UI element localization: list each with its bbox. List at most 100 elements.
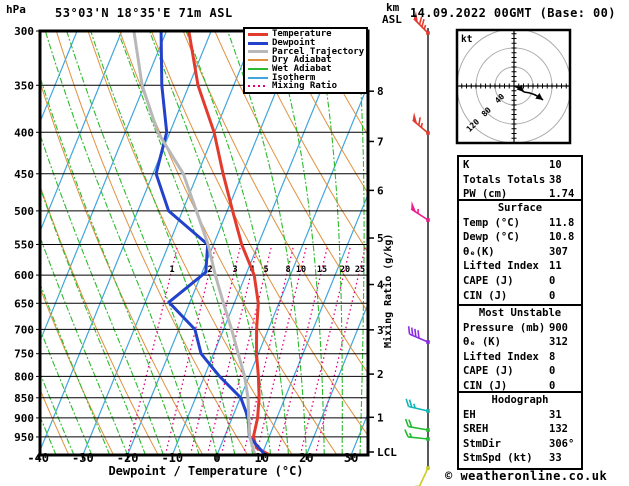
km-tick-label: 8 — [377, 85, 384, 98]
stat-row: K 10 — [459, 158, 581, 173]
wet-adiabat-line — [185, 31, 290, 455]
pressure-tick-label: 450 — [14, 168, 34, 181]
wind-barb-column — [404, 11, 430, 486]
hodograph-panel: Hodograph EH 31 SREH 132 StmDir 306° StmSpd (k… — [457, 391, 583, 470]
km-tick-label: 5 — [377, 232, 384, 245]
pressure-tick-label: 750 — [14, 348, 34, 361]
plot-border — [38, 29, 370, 457]
pressure-tick-label: 650 — [14, 297, 34, 310]
dry-adiabat-line — [309, 31, 368, 137]
pressure-tick-label: 550 — [14, 238, 34, 251]
legend-swatch — [248, 41, 268, 45]
dry-adiabat-line — [55, 31, 249, 455]
stat-label: θₑ (K) — [463, 336, 501, 349]
wet-adiabat-line — [227, 31, 307, 455]
wet-adiabat-line — [44, 31, 200, 455]
legend-entry: Parcel Trajectory — [248, 47, 366, 57]
temp-tick-label: 30 — [344, 451, 358, 465]
mixing-ratio-value-label: 5 — [263, 265, 268, 275]
stat-label: Dewp (°C) — [463, 231, 520, 244]
legend-label: Isotherm — [272, 72, 316, 83]
stat-value: 10 — [549, 159, 562, 171]
wet-adiabat-line — [148, 31, 272, 455]
mixing-ratio-value-label: 1 — [169, 265, 174, 275]
stat-label: K — [463, 159, 470, 171]
mixing-ratio-value-label: 20 — [340, 265, 350, 275]
stat-value: 10.8 — [549, 231, 575, 244]
stat-value: 0 — [549, 365, 556, 378]
stat-row: StmDir 306° — [459, 437, 581, 452]
dry-adiabat-line — [40, 184, 159, 455]
stat-row: StmSpd (kt) 33 — [459, 451, 581, 466]
stat-row: Temp (°C) 11.8 — [459, 216, 581, 231]
pressure-tick-label: 850 — [14, 392, 34, 405]
hodograph-border — [455, 28, 572, 145]
temp-tick-label: 0 — [213, 451, 220, 465]
isotherm-line — [171, 31, 346, 455]
isotherm-line — [40, 31, 212, 453]
station-title: 53°03'N 18°35'E 71m ASL — [55, 6, 233, 20]
wind-barb — [412, 112, 430, 135]
stat-value: 132 — [549, 423, 568, 436]
hodograph-arrowhead — [516, 84, 524, 92]
stat-value: 31 — [549, 408, 562, 421]
mixing-ratio-value-label: 25 — [355, 265, 365, 275]
hodograph-panel-title: Hodograph — [491, 394, 549, 406]
stat-label: Totals Totals — [463, 173, 546, 186]
copyright-credit: © weatheronline.co.uk — [445, 469, 608, 483]
wet-adiabat-line — [40, 75, 182, 455]
legend-label: Temperature — [272, 29, 332, 40]
temp-tick-label: 20 — [299, 451, 313, 465]
pressure-tick-label: 300 — [14, 25, 34, 38]
stat-label: CIN (J) — [463, 379, 508, 392]
dry-adiabat-line — [595, 31, 629, 455]
wind-barb — [404, 429, 430, 441]
legend-label: Wet Adiabat — [272, 64, 332, 75]
km-tick-label: 6 — [377, 184, 384, 197]
stat-value: 33 — [549, 452, 562, 465]
dry-adiabat-line — [246, 31, 368, 254]
isotherm-line — [40, 31, 168, 343]
temp-tick-label: -20 — [117, 451, 139, 465]
stat-row: Lifted Index 8 — [459, 350, 581, 365]
mixing-ratio-line — [276, 246, 328, 455]
pressure-axis-unit: hPa — [6, 3, 26, 16]
legend-label: Dewpoint — [272, 38, 316, 49]
legend-swatch — [248, 32, 268, 36]
stat-row: CIN (J) 0 — [459, 289, 581, 304]
legend-entry: Wet Adiabat — [248, 64, 366, 75]
wet-adiabat-line — [271, 31, 325, 455]
isotherm-line — [40, 31, 123, 234]
stat-value: 0 — [549, 379, 556, 392]
stat-row: Lifted Index 11 — [459, 259, 581, 274]
dry-adiabat-line — [119, 31, 338, 455]
mixing-ratio-axis-label: Mixing Ratio (g/kg) — [383, 233, 394, 348]
stat-label: Pressure (mb) — [463, 321, 546, 334]
mixing-ratio-value-label: 8 — [285, 265, 290, 275]
stat-label: Temp (°C) — [463, 216, 520, 229]
stat-label: Lifted Index — [463, 350, 539, 363]
legend-swatch — [248, 76, 268, 79]
legend-entry: Dry Adiabat — [248, 55, 366, 65]
dry-adiabat-line — [40, 80, 204, 455]
pressure-tick-label: 700 — [14, 323, 34, 336]
legend-entry: Temperature — [248, 29, 366, 40]
wet-adiabat-line — [117, 31, 254, 455]
stat-value: 0 — [549, 274, 556, 287]
lcl-label: LCL — [377, 446, 397, 459]
legend-box: Temperature Dewpoint Parcel Trajectory Dry … — [243, 27, 368, 94]
stat-row: Totals Totals 38 — [459, 173, 581, 188]
stat-label: PW (cm) — [463, 188, 508, 201]
stat-label: StmDir — [463, 437, 501, 450]
stat-row: CAPE (J) 0 — [459, 364, 581, 379]
km-tick-label: 4 — [377, 279, 384, 292]
stat-label: CIN (J) — [463, 289, 508, 302]
wind-barb — [413, 11, 430, 35]
stat-value: 307 — [549, 245, 568, 258]
stat-row: CIN (J) 0 — [459, 379, 581, 394]
stat-row: θₑ(K) 307 — [459, 245, 581, 260]
wet-adiabat-line — [66, 31, 218, 455]
legend-swatch — [248, 68, 268, 71]
